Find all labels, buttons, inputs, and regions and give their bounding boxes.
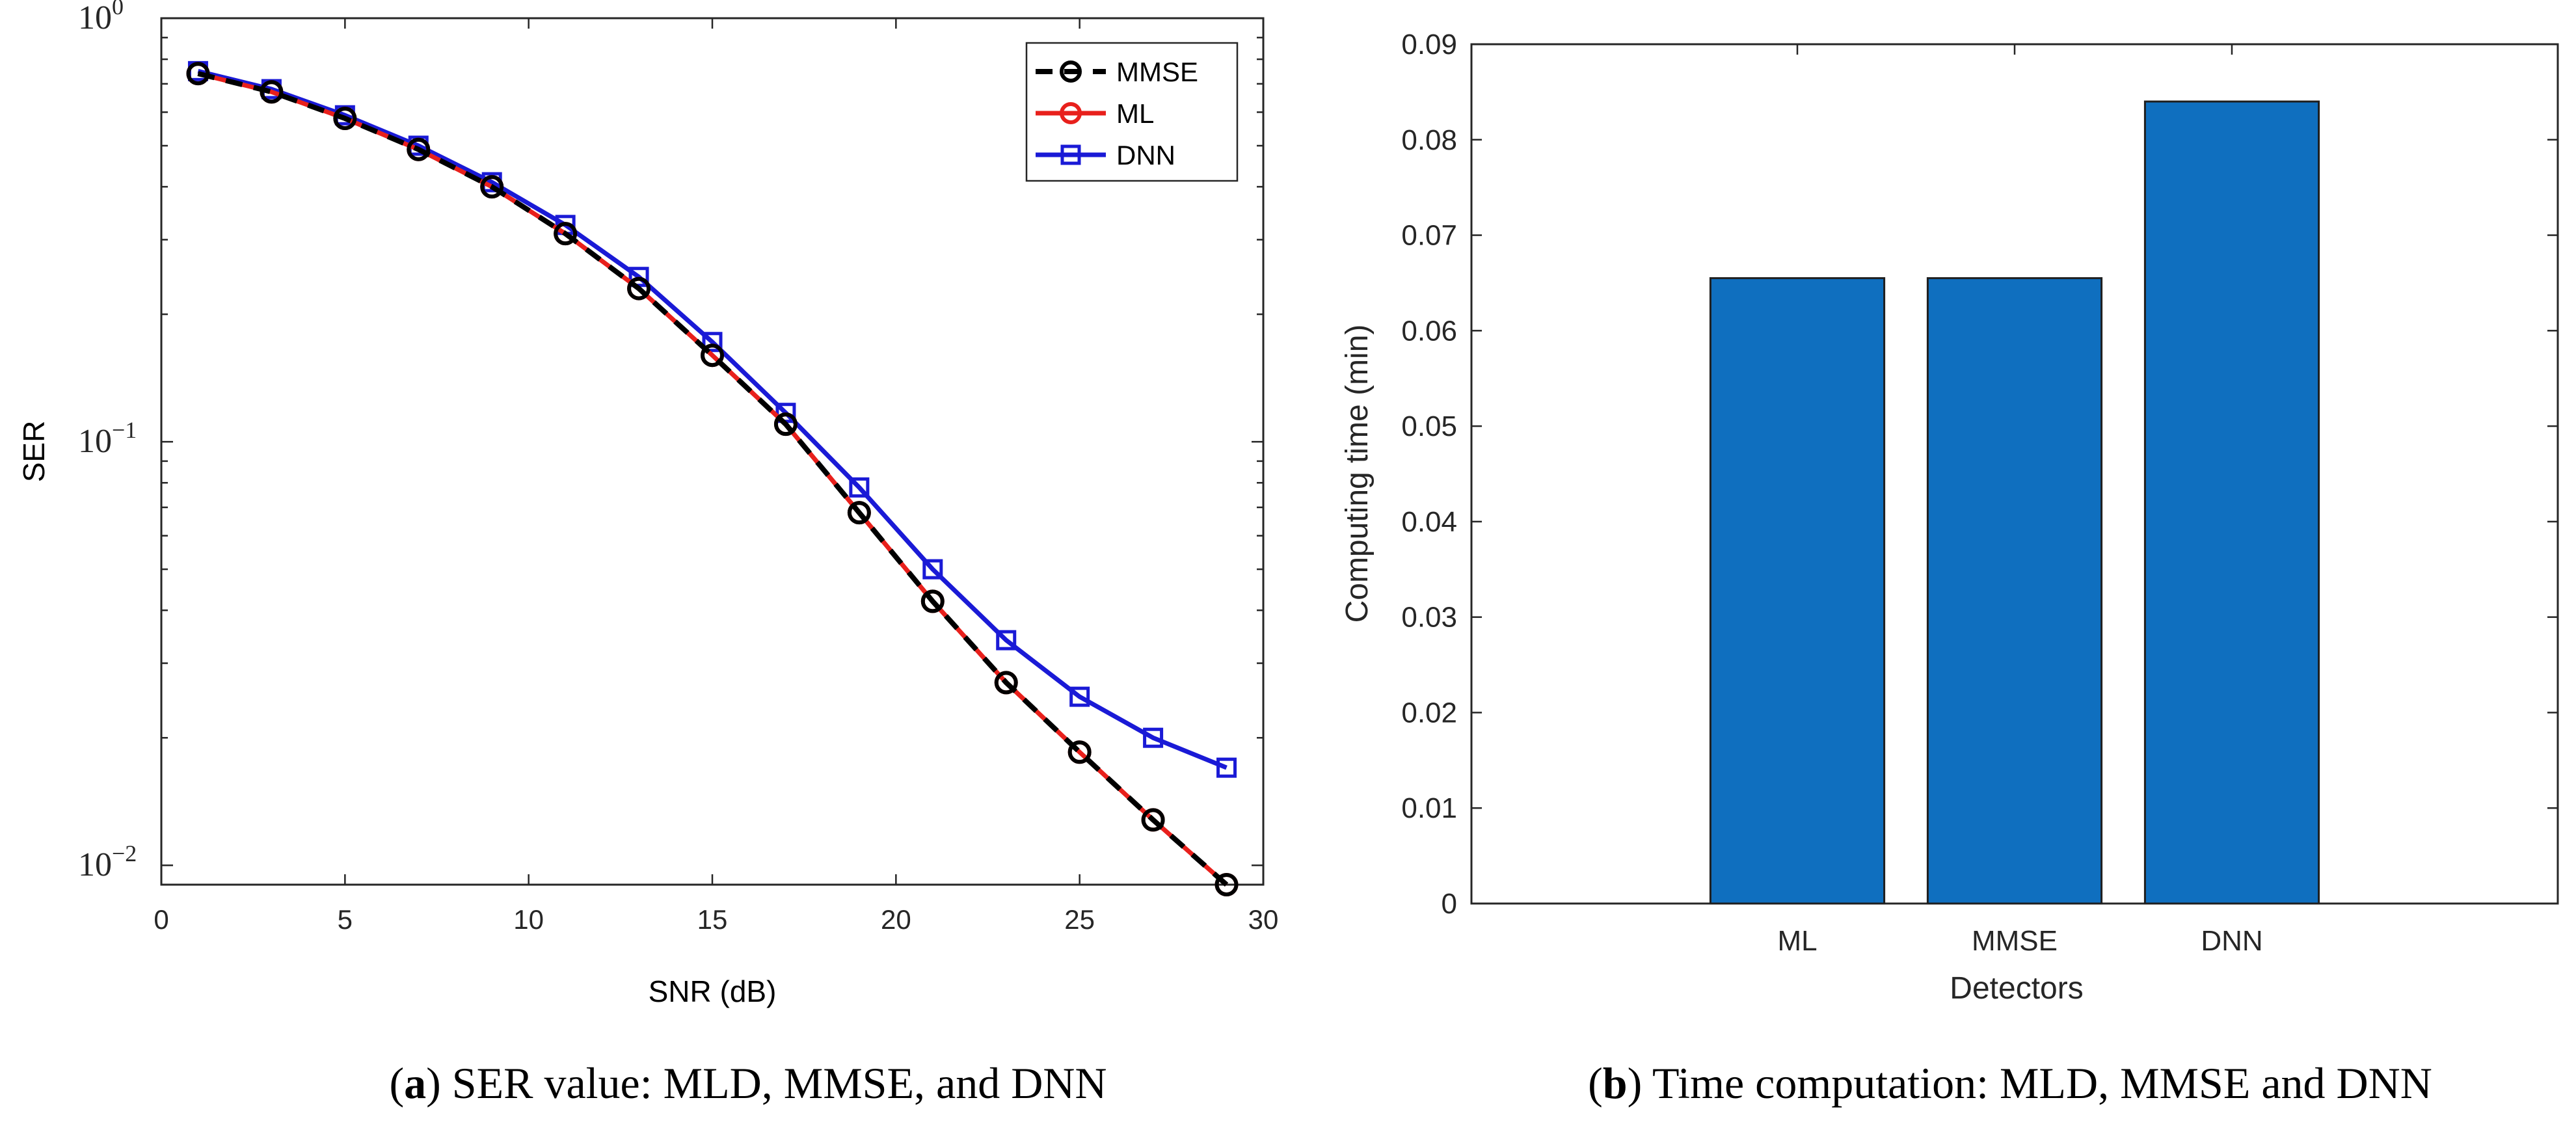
ser-x-tick-label: 20 [881,904,911,935]
time-y-tick-label: 0.06 [1401,315,1457,347]
legend-item-ml: ML [1036,98,1154,129]
time-y-tick-label: 0.09 [1401,29,1457,60]
ser-legend: MMSE ML DNN [1025,42,1239,182]
legend-marker [1060,60,1082,83]
legend-item-dnn: DNN [1036,140,1175,170]
bar-ml [1709,277,1886,905]
point-mmse [407,137,431,161]
point-dnn [996,630,1017,650]
legend-marker [1060,144,1081,165]
ser-x-tick-label: 15 [697,904,728,935]
legend-label: DNN [1116,140,1175,170]
point-dnn [1143,727,1164,748]
ser-series [186,60,1239,896]
ser-y-tick-label: 10−2 [78,840,137,883]
ser-x-tick-label: 5 [338,904,353,935]
time-y-tick-label: 0 [1442,888,1457,920]
time-y-tick-label: 0.08 [1401,124,1457,156]
caption-a: (a) SER value: MLD, MMSE, and DNN [389,1058,1107,1108]
point-dnn [702,332,723,353]
legend-label: ML [1116,98,1154,129]
ser-x-tick-label: 0 [154,904,168,935]
point-mmse [994,671,1018,695]
point-mmse [847,501,871,525]
point-mmse [333,107,357,131]
time-y-tick-label: 0.02 [1401,697,1457,729]
time-y-axis-label: Computing time (min) [1340,325,1375,623]
ser-y-tick-label: 100 [78,0,124,36]
point-mmse [554,222,578,246]
point-mmse [701,343,724,368]
time-y-tick-label: 0.01 [1401,792,1457,824]
point-mmse [627,276,651,301]
point-dnn [849,477,870,498]
time-x-tick-label: ML [1777,925,1817,957]
legend-label: MMSE [1116,57,1198,87]
series-mmse [186,62,1239,896]
time-x-tick-labels: ML MMSE DNN [1777,925,2262,957]
ser-chart: 0 5 10 15 20 25 30 100 10−1 10−2 SNR (dB) SER MM… [17,0,1278,1008]
bar-dnn [2143,100,2320,905]
point-mmse [920,589,945,613]
series-line-mmse [197,71,1229,887]
time-x-tick-label: MMSE [1972,925,2058,957]
ser-x-tick-labels: 0 5 10 15 20 25 30 [154,904,1278,935]
time-x-axis-label: Detectors [1950,971,2083,1006]
time-x-tick-label: DNN [2201,925,2262,957]
ser-x-axis-label: SNR (dB) [649,974,777,1008]
ser-y-tick-label: 10−1 [78,417,137,460]
time-y-tick-label: 0.04 [1401,506,1457,538]
point-mmse [1214,873,1239,896]
time-y-tick-labels: 0 0.01 0.02 0.03 0.04 0.05 0.06 0.07 0.08 0.09 [1401,29,1457,920]
point-mmse [186,62,210,86]
point-mmse [773,412,798,436]
time-chart: 0 0.01 0.02 0.03 0.04 0.05 0.06 0.07 0.08 0.09 ML… [1340,29,2559,1006]
time-axis-ticks [1471,43,2558,905]
ser-y-tick-labels: 100 10−1 10−2 [78,0,137,883]
point-mmse [1141,808,1165,832]
point-dnn [1069,686,1090,707]
series-line-dnn [197,68,1228,770]
point-dnn [922,559,943,580]
ser-axis-ticks [160,17,1265,886]
time-y-tick-label: 0.03 [1401,602,1457,634]
caption-b: (b) Time computation: MLD, MMSE and DNN [1588,1058,2432,1108]
time-y-tick-label: 0.07 [1401,220,1457,252]
ser-x-tick-label: 30 [1248,904,1279,935]
time-y-tick-label: 0.05 [1401,410,1457,442]
time-bars [1709,100,2320,905]
point-mmse [1067,740,1092,764]
bar-mmse [1926,277,2103,905]
point-mmse [260,80,284,104]
point-dnn [1216,757,1237,778]
legend-marker [1060,102,1082,124]
ser-y-axis-label: SER [17,421,51,483]
legend-item-mmse: MMSE [1036,57,1198,87]
ser-x-tick-label: 10 [513,904,544,935]
point-mmse [480,175,504,199]
ser-x-tick-label: 25 [1064,904,1095,935]
